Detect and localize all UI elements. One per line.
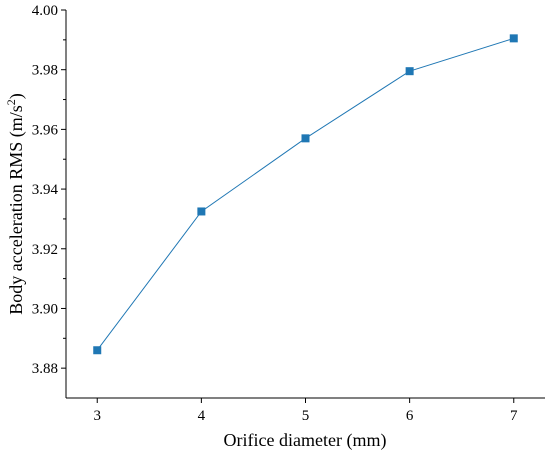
y-axis-label-main: Body acceleration RMS (m/s: [6, 105, 27, 314]
x-tick-label: 7: [510, 408, 518, 424]
y-tick-label: 3.96: [32, 122, 59, 138]
y-ticks: 3.88 3.90 3.92 3.94 3.96 3.98 4.00: [32, 3, 66, 377]
x-ticks: 3 4 5 6 7: [93, 398, 518, 424]
y-axis-label-end: ): [6, 93, 27, 99]
data-point: [509, 34, 518, 43]
data-point: [301, 134, 310, 143]
plot-frame: [65, 10, 545, 399]
series: [93, 34, 518, 355]
series-line: [96, 37, 514, 351]
data-point: [197, 207, 206, 216]
x-axis-label: Orifice diameter (mm): [224, 430, 387, 451]
data-point: [405, 67, 414, 76]
y-tick-label: 3.90: [32, 301, 58, 317]
y-axis-label: Body acceleration RMS (m/s2): [4, 93, 27, 314]
x-tick-label: 5: [302, 408, 310, 424]
y-tick-label: 4.00: [32, 3, 58, 19]
x-tick-label: 6: [406, 408, 414, 424]
data-point: [93, 346, 102, 355]
y-tick-label: 3.88: [32, 361, 58, 377]
y-tick-label: 3.98: [32, 63, 58, 79]
x-tick-label: 3: [93, 408, 101, 424]
x-tick-label: 4: [198, 408, 206, 424]
y-tick-label: 3.92: [32, 242, 58, 258]
y-tick-label: 3.94: [32, 182, 59, 198]
y-axis-label-superscript: 2: [4, 99, 18, 105]
